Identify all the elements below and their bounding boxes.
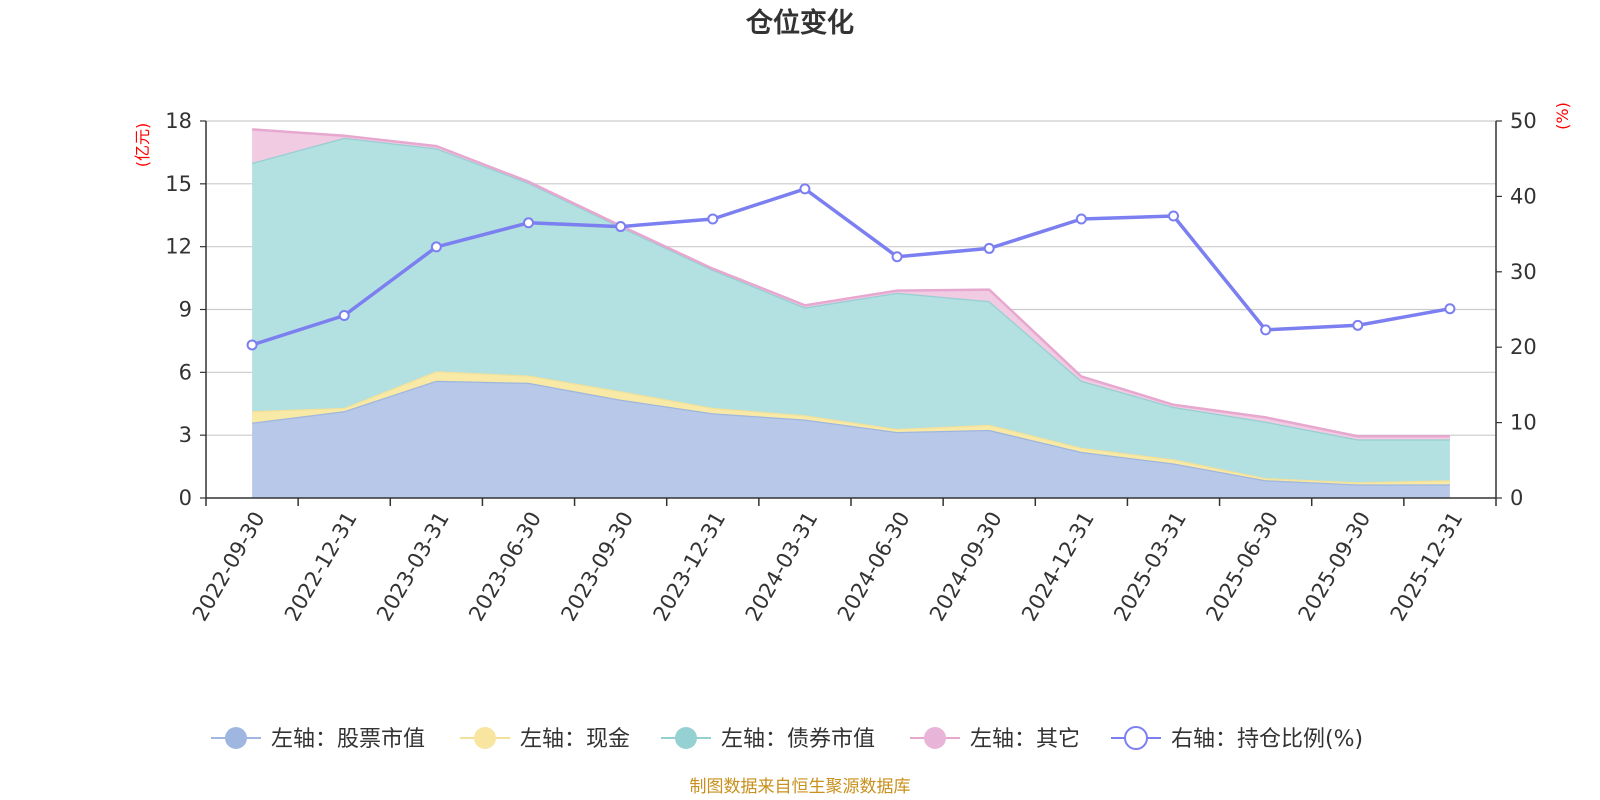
legend: 左轴：股票市值 左轴：现金 左轴：债券市值 左轴：其它 右轴：持仓比例(%): [211, 726, 1363, 752]
x-tick-label: 2023-12-31: [649, 508, 731, 626]
ratio-point: [615, 221, 627, 233]
x-tick-label: 2024-12-31: [1017, 508, 1099, 626]
stacked-areas: [251, 128, 1450, 498]
ratio-point: [338, 310, 350, 322]
legend-marker-dot: [225, 727, 247, 749]
left-tick-label: 9: [179, 298, 192, 322]
right-tick-label: 20: [1510, 335, 1537, 359]
ratio-point: [246, 339, 258, 351]
ratio-point: [1260, 324, 1272, 336]
ratio-point: [1168, 210, 1179, 222]
right-tick-label: 0: [1510, 486, 1523, 510]
x-tick-label: 2024-09-30: [925, 508, 1007, 626]
left-tick-label: 6: [179, 360, 192, 384]
ratio-point: [523, 217, 534, 229]
other-area-edge: [252, 128, 1450, 438]
x-tick-label: 2022-09-30: [188, 508, 270, 626]
x-tick-label: 2025-09-30: [1294, 508, 1376, 626]
ratio-point: [430, 241, 442, 253]
left-tick-label: 3: [179, 423, 192, 447]
left-tick-label: 15: [165, 172, 192, 196]
x-tick-label: 2023-03-31: [372, 508, 454, 626]
ratio-point: [1352, 319, 1364, 331]
data-source-note: 制图数据来自恒生聚源数据库: [690, 777, 911, 797]
legend-label: 左轴：股票市值: [271, 727, 425, 752]
right-tick-label: 50: [1510, 109, 1537, 133]
stock-value-area: [252, 380, 1450, 498]
left-tick-label: 0: [179, 486, 192, 510]
x-tick-label: 2025-12-31: [1386, 508, 1468, 626]
legend-label: 右轴：持仓比例(%): [1171, 727, 1363, 752]
right-axis-unit: (%): [1553, 102, 1572, 130]
right-tick-label: 30: [1510, 260, 1537, 284]
legend-label: 左轴：现金: [520, 727, 630, 752]
legend-label: 左轴：其它: [970, 727, 1080, 752]
x-tick-label: 2025-03-31: [1109, 508, 1191, 626]
left-tick-label: 18: [165, 109, 192, 133]
chart-title: 仓位变化: [745, 7, 854, 39]
ratio-point: [799, 183, 811, 195]
ratio-point: [707, 213, 719, 225]
left-axis-unit: (亿元): [133, 123, 152, 168]
x-tick-label: 2025-06-30: [1201, 508, 1283, 626]
left-tick-label: 12: [165, 235, 192, 259]
x-tick-label: 2024-03-31: [741, 508, 823, 626]
ratio-line-layer: [246, 183, 1456, 351]
x-tick-label: 2023-09-30: [556, 508, 638, 626]
ratio-point: [983, 242, 995, 254]
legend-marker-dot: [474, 727, 496, 749]
legend-marker-dot: [924, 727, 946, 749]
legend-label: 左轴：债券市值: [721, 727, 875, 752]
ratio-point: [1444, 303, 1456, 315]
x-tick-label: 2024-06-30: [833, 508, 915, 626]
ratio-line: [251, 187, 1451, 347]
x-tick-label: 2023-06-30: [464, 508, 546, 626]
right-tick-label: 40: [1510, 184, 1537, 208]
right-tick-label: 10: [1510, 411, 1537, 435]
legend-marker-dot: [675, 727, 697, 749]
legend-marker-dot: [1124, 726, 1148, 750]
ratio-point: [891, 251, 903, 263]
x-tick-label: 2022-12-31: [280, 508, 362, 626]
ratio-point: [1075, 213, 1087, 225]
